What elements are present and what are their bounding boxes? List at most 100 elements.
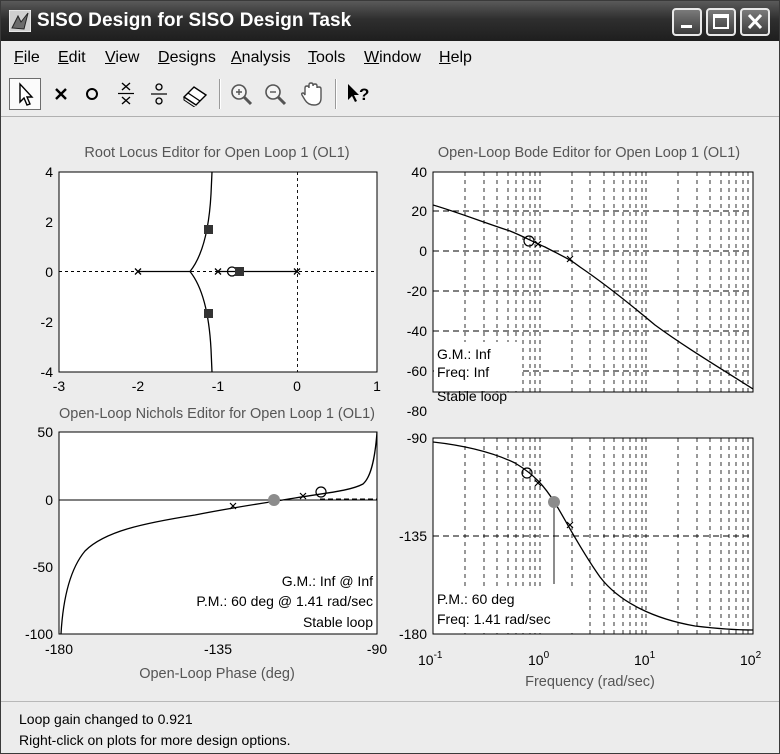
add-zero-icon xyxy=(86,88,98,100)
root-locus-x-ticks: -3 -2 -1 0 1 xyxy=(53,378,381,394)
svg-text:Stable loop: Stable loop xyxy=(303,614,373,630)
bode-x-label: Frequency (rad/sec) xyxy=(525,674,655,690)
nichols-pole-marker xyxy=(299,492,307,500)
svg-text:1: 1 xyxy=(373,378,381,394)
svg-text:-2: -2 xyxy=(41,314,54,330)
svg-text:-1: -1 xyxy=(212,378,225,394)
bode-phase-margin-text: P.M.: 60 deg Freq: 1.41 rad/sec xyxy=(437,591,551,627)
status-bar: Loop gain changed to 0.921 Right-click o… xyxy=(1,701,779,753)
svg-text:Stable loop: Stable loop xyxy=(437,388,507,404)
root-locus-branches xyxy=(138,172,297,372)
pan-button[interactable] xyxy=(296,78,328,110)
select-arrow-icon xyxy=(19,82,34,106)
root-locus-pole-marker xyxy=(214,268,222,275)
status-message: Loop gain changed to 0.921 xyxy=(19,711,193,727)
close-icon xyxy=(747,13,763,30)
svg-text:0: 0 xyxy=(419,243,427,259)
add-real-zero-button[interactable] xyxy=(76,78,108,110)
add-complex-zero-button[interactable] xyxy=(143,78,175,110)
root-locus-pole-marker xyxy=(134,268,142,275)
bode-phase-curve xyxy=(433,441,753,631)
zoom-out-button[interactable] xyxy=(259,78,291,110)
bode-phase-margin-box xyxy=(434,587,574,633)
menu-edit-label: dit xyxy=(68,49,86,66)
svg-text:-90: -90 xyxy=(367,641,387,657)
menu-view[interactable]: View xyxy=(105,49,139,67)
menu-window[interactable]: Window xyxy=(364,49,421,67)
plots-canvas: Root Locus Editor for Open Loop 1 (OL1) xyxy=(25,145,762,690)
status-hint: Right-click on plots for more design opt… xyxy=(19,732,291,748)
svg-text:102: 102 xyxy=(740,650,762,668)
nichols-y-ticks: 50 0 -50 -100 xyxy=(25,424,53,642)
add-zero-pair-icon xyxy=(151,83,167,105)
menu-tools[interactable]: Tools xyxy=(308,49,345,67)
svg-text:2: 2 xyxy=(45,214,53,230)
menu-edit[interactable]: Edit xyxy=(58,49,86,67)
title-bar[interactable]: SISO Design for SISO Design Task xyxy=(1,1,779,41)
svg-text:-135: -135 xyxy=(399,528,427,544)
menu-window-mnemonic: W xyxy=(364,49,380,66)
menu-tools-mnemonic: T xyxy=(308,49,316,66)
svg-text:Freq: Inf: Freq: Inf xyxy=(437,364,489,380)
whats-this-help-icon: ? xyxy=(348,84,369,104)
svg-text:-100: -100 xyxy=(25,626,53,642)
zoom-in-icon xyxy=(231,84,253,106)
svg-text:?: ? xyxy=(359,85,369,104)
root-locus-title: Root Locus Editor for Open Loop 1 (OL1) xyxy=(84,145,349,161)
select-tool-button[interactable] xyxy=(9,78,41,110)
svg-text:20: 20 xyxy=(411,203,427,219)
svg-text:50: 50 xyxy=(37,424,53,440)
maximize-icon xyxy=(713,14,729,29)
closed-loop-pole-markers[interactable] xyxy=(204,225,244,318)
menu-file-label: ile xyxy=(23,49,40,66)
svg-text:G.M.: Inf: G.M.: Inf xyxy=(437,346,491,362)
svg-text:-60: -60 xyxy=(407,363,427,379)
menu-help[interactable]: Help xyxy=(439,49,472,67)
svg-text:P.M.: 60 deg: P.M.: 60 deg xyxy=(437,591,515,607)
svg-text:0: 0 xyxy=(45,264,53,280)
maximize-button[interactable] xyxy=(706,8,736,36)
nichols-x-label: Open-Loop Phase (deg) xyxy=(139,666,295,682)
nichols-editor-title: Open-Loop Nichols Editor for Open Loop 1… xyxy=(59,406,375,422)
whats-this-button[interactable]: ? xyxy=(343,78,375,110)
root-locus-y-ticks: 4 2 0 -2 -4 xyxy=(41,164,54,380)
bode-phase-x-ticks: 10-1 100 101 102 xyxy=(418,650,762,668)
add-real-pole-button[interactable] xyxy=(45,78,77,110)
root-locus-pole-marker xyxy=(293,268,301,275)
menu-designs[interactable]: Designs xyxy=(158,49,216,67)
svg-text:-40: -40 xyxy=(407,323,427,339)
closed-loop-pole-marker xyxy=(235,267,244,276)
menu-view-label: iew xyxy=(115,49,140,66)
menu-edit-mnemonic: E xyxy=(58,49,69,66)
svg-text:4: 4 xyxy=(45,164,53,180)
toolbar-separator xyxy=(335,79,337,109)
svg-text:-180: -180 xyxy=(399,626,427,642)
zoom-out-icon xyxy=(265,84,287,106)
add-pole-pair-icon xyxy=(118,82,134,105)
close-button[interactable] xyxy=(740,8,770,36)
nichols-pm-marker[interactable] xyxy=(268,494,280,506)
nichols-zero-marker xyxy=(315,486,327,498)
zoom-in-button[interactable] xyxy=(225,78,257,110)
svg-text:-4: -4 xyxy=(41,364,54,380)
minimize-icon xyxy=(681,25,692,28)
svg-text:101: 101 xyxy=(634,650,656,668)
menu-file[interactable]: File xyxy=(14,49,40,67)
minimize-button[interactable] xyxy=(672,8,702,36)
menu-window-label: indow xyxy=(379,49,421,66)
erase-button[interactable] xyxy=(179,78,211,110)
menu-analysis[interactable]: Analysis xyxy=(231,49,291,67)
nichols-pole-marker xyxy=(229,502,237,510)
add-complex-pole-button[interactable] xyxy=(110,78,142,110)
svg-text:-20: -20 xyxy=(407,283,427,299)
bode-margin-box xyxy=(434,342,522,391)
matlab-app-icon xyxy=(9,10,31,32)
bode-pm-marker[interactable] xyxy=(548,496,560,508)
nichols-margin-box xyxy=(165,571,376,633)
menu-help-mnemonic: H xyxy=(439,49,451,66)
bode-editor-title: Open-Loop Bode Editor for Open Loop 1 (O… xyxy=(438,145,740,161)
root-locus-pole-markers xyxy=(134,268,301,275)
root-locus-grid xyxy=(59,172,377,372)
nichols-margin-text: G.M.: Inf @ Inf P.M.: 60 deg @ 1.41 rad/… xyxy=(196,573,373,630)
add-pole-icon xyxy=(55,88,67,100)
